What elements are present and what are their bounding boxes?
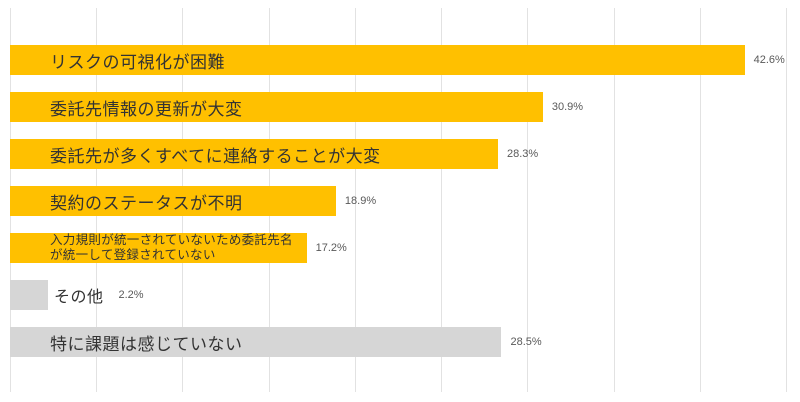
grid-line <box>354 8 356 392</box>
bar-value-label: 28.5% <box>510 336 542 348</box>
bar-category-label: 委託先が多くすべてに連絡することが大変 <box>50 146 381 166</box>
bar: 契約のステータスが不明 <box>10 186 336 216</box>
bar-value-label: 30.9% <box>551 101 584 113</box>
bar-category-label: 特に課題は感じていない <box>50 334 243 354</box>
bar: 入力規則が統一されていないため委託先名 が統一して登録されていない <box>10 233 307 263</box>
grid-line <box>786 8 787 392</box>
bar <box>10 280 48 310</box>
bar: 委託先情報の更新が大変 <box>10 92 543 122</box>
bar-category-label: 入力規則が統一されていないため委託先名 が統一して登録されていない <box>50 233 293 262</box>
bar-category-label: 委託先情報の更新が大変 <box>50 99 243 119</box>
bar-value-label: 17.2% <box>315 242 347 254</box>
bar-value-label: 2.2% <box>118 289 144 301</box>
bar: 特に課題は感じていない <box>10 327 502 357</box>
grid-line <box>527 8 529 392</box>
bar-category-label: 契約のステータスが不明 <box>50 193 243 213</box>
bar-value-label: 18.9% <box>344 195 377 207</box>
bar: 委託先が多くすべてに連絡することが大変 <box>10 139 499 169</box>
bar-value-label: 42.6% <box>753 54 785 66</box>
bar-category-label: その他 <box>53 289 104 306</box>
grid-line <box>699 8 701 392</box>
grid-line <box>441 8 443 392</box>
grid-line <box>613 8 615 392</box>
bar-value-label: 28.3% <box>507 148 539 160</box>
bar-outside-labels: その他 2.2% <box>54 280 144 310</box>
bar: リスクの可視化が困難 <box>10 45 745 75</box>
bar-category-label: リスクの可視化が困難 <box>50 52 225 72</box>
